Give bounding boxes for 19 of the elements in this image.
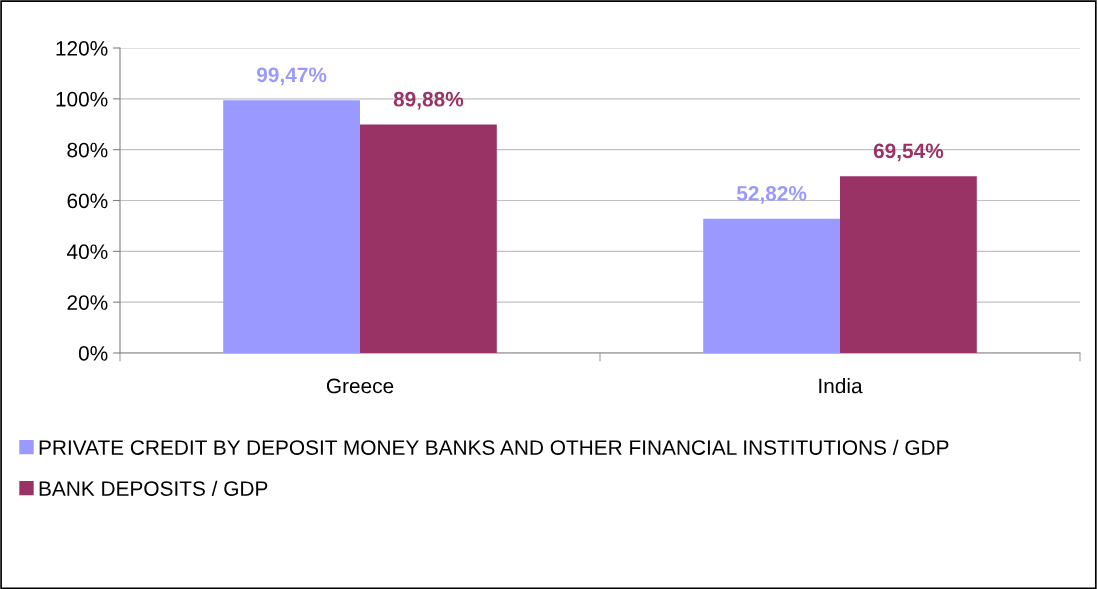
bar	[223, 100, 360, 353]
bar	[840, 176, 977, 353]
y-tick-label: 20%	[67, 295, 108, 310]
y-tick-label: 0%	[78, 346, 108, 361]
data-label: 89,88%	[393, 91, 464, 110]
y-tick-label: 40%	[66, 244, 108, 260]
x-tick-label: Greece	[326, 378, 394, 394]
y-tick-label: 120%	[56, 41, 108, 56]
data-label: 69,54%	[873, 143, 944, 162]
y-tick-label: 100%	[56, 91, 108, 107]
bar	[360, 124, 497, 353]
legend-label: PRIVATE CREDIT BY DEPOSIT MONEY BANKS AND OTHER FINANCIAL INSTITUTIONS / GDP	[39, 439, 949, 455]
data-label: 52,82%	[736, 185, 807, 204]
bar	[703, 218, 840, 353]
legend-label: BANK DEPOSITS / GDP	[39, 480, 268, 496]
x-tick-label: India	[819, 378, 863, 394]
data-label: 99,47%	[257, 67, 327, 86]
y-tick-label: 60%	[67, 193, 108, 209]
y-tick-label: 80%	[67, 142, 108, 158]
